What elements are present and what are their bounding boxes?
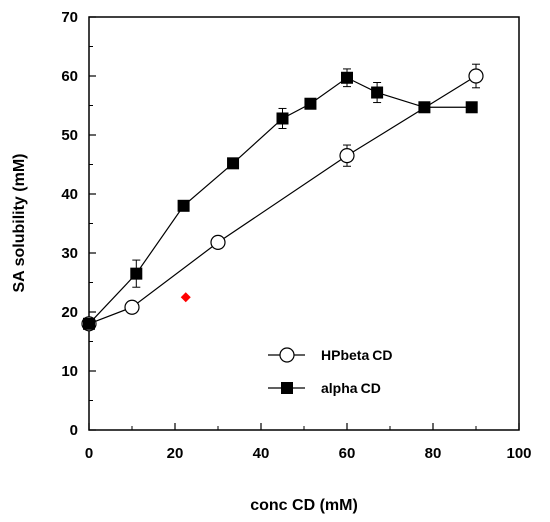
legend-label-alpha-main: alpha [321,380,358,396]
y-tick-label: 30 [61,245,78,262]
legend-label-hpbeta-suffix: CD [372,347,392,363]
data-point [418,101,431,114]
legend-label-hpbeta-main: HPbeta [321,347,369,363]
data-point [465,101,478,114]
legend-marker-alpha [281,382,293,394]
data-point [276,112,289,125]
y-tick-label: 10 [61,363,78,380]
data-point [83,317,95,330]
y-tick-label: 70 [61,9,78,26]
plot-frame [88,16,520,431]
x-tick-label: 0 [85,445,93,462]
legend: HPbeta CD alpha CD [268,347,392,396]
series-alpha [83,68,478,330]
data-point [468,68,484,84]
y-tick-label: 20 [61,304,78,321]
series-layer [81,63,484,332]
y-tick-label: 60 [61,68,78,85]
data-point [124,299,140,315]
data-point [341,71,353,84]
x-axis-title: conc CD (mM) [250,497,358,514]
data-point [339,148,355,164]
data-point [130,267,143,280]
axis-ticks [88,16,520,431]
series-line [88,77,472,325]
y-tick-label: 0 [70,422,78,439]
legend-label-alpha: alpha CD [321,380,381,396]
legend-marker-hpbeta [279,347,295,363]
tick-labels: 0 20 40 60 80 100 0 10 20 30 40 50 60 70 [61,9,531,462]
y-axis-title: SA solubility (mM) [11,154,28,293]
legend-label-hpbeta: HPbeta CD [321,347,392,363]
x-tick-label: 60 [339,445,356,462]
y-tick-label: 50 [61,127,78,144]
data-point [210,234,226,250]
data-point [304,97,317,110]
legend-label-alpha-suffix: CD [361,380,381,396]
data-point [177,199,190,212]
data-point [227,157,240,170]
x-tick-label: 20 [167,445,184,462]
x-tick-label: 100 [506,445,531,462]
highlight-point [180,292,191,303]
y-tick-label: 40 [61,186,78,203]
data-point [371,86,384,99]
x-tick-label: 80 [425,445,442,462]
x-tick-label: 40 [253,445,270,462]
